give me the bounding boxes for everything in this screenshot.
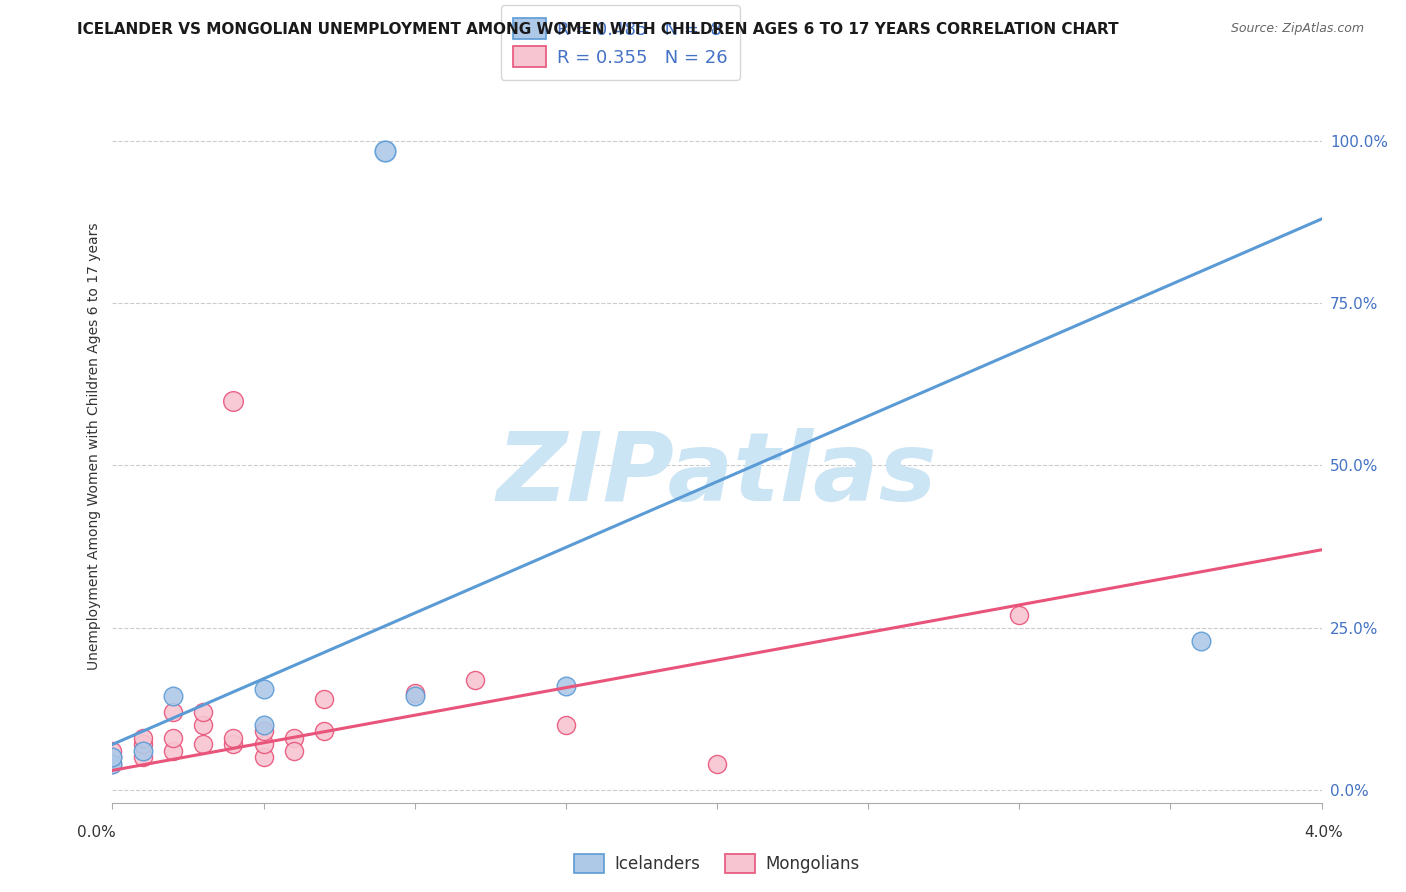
Point: [253, 682, 276, 697]
Point: [101, 744, 124, 758]
Legend: Icelanders, Mongolians: Icelanders, Mongolians: [568, 847, 866, 880]
Point: [132, 750, 155, 764]
Point: [101, 756, 124, 771]
Point: [132, 738, 155, 752]
Point: [554, 679, 576, 693]
Point: [101, 750, 124, 764]
Y-axis label: Unemployment Among Women with Children Ages 6 to 17 years: Unemployment Among Women with Children A…: [87, 222, 101, 670]
Point: [253, 738, 276, 752]
Point: [162, 689, 184, 703]
Point: [706, 756, 728, 771]
Point: [191, 705, 215, 719]
Point: [132, 744, 155, 758]
Text: 0.0%: 0.0%: [77, 825, 117, 840]
Point: [222, 393, 245, 408]
Point: [101, 750, 124, 764]
Text: ICELANDER VS MONGOLIAN UNEMPLOYMENT AMONG WOMEN WITH CHILDREN AGES 6 TO 17 YEARS: ICELANDER VS MONGOLIAN UNEMPLOYMENT AMON…: [77, 22, 1119, 37]
Point: [132, 731, 155, 745]
Point: [253, 718, 276, 732]
Point: [162, 705, 184, 719]
Point: [554, 718, 576, 732]
Point: [253, 724, 276, 739]
Point: [191, 718, 215, 732]
Point: [312, 724, 335, 739]
Point: [373, 144, 396, 158]
Point: [404, 685, 426, 699]
Text: ZIPatlas: ZIPatlas: [496, 428, 938, 521]
Point: [222, 738, 245, 752]
Point: [101, 756, 124, 771]
Point: [253, 750, 276, 764]
Point: [283, 731, 305, 745]
Text: Source: ZipAtlas.com: Source: ZipAtlas.com: [1230, 22, 1364, 36]
Point: [1008, 607, 1031, 622]
Point: [283, 744, 305, 758]
Text: 4.0%: 4.0%: [1303, 825, 1343, 840]
Point: [191, 738, 215, 752]
Point: [162, 731, 184, 745]
Point: [222, 731, 245, 745]
Point: [404, 689, 426, 703]
Point: [1189, 633, 1212, 648]
Point: [464, 673, 486, 687]
Point: [162, 744, 184, 758]
Point: [312, 692, 335, 706]
